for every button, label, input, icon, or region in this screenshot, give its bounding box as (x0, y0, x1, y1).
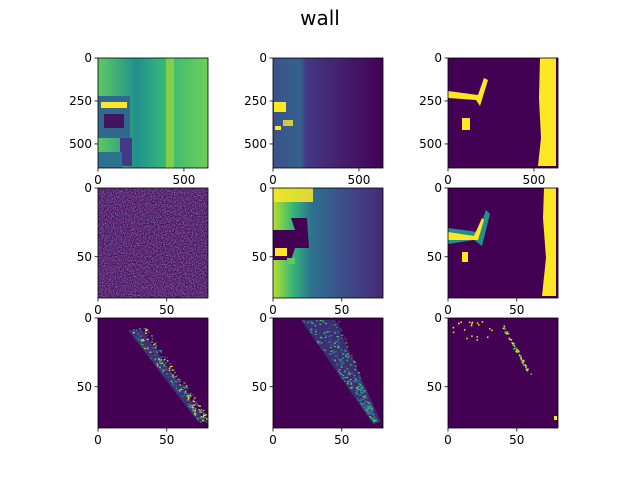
image-r2c2 (273, 188, 383, 298)
image-r3c1 (98, 318, 208, 428)
axes-frame-r1c2 (272, 57, 384, 169)
image-panel-r1c2: 0 500 0 250 500 (244, 51, 384, 187)
y-tick-label-r1c2-0: 0 (259, 51, 267, 65)
y-tick-label-r2c2-0: 0 (259, 181, 267, 195)
y-tick-label-r1c2-2: 500 (244, 137, 267, 151)
image-r1c2 (273, 58, 383, 168)
x-tick-label-r3c3-1: 50 (509, 433, 524, 447)
axes-frame-r1c3 (447, 57, 559, 169)
y-tick-label-r1c2-1: 250 (244, 94, 267, 108)
y-tick-label-r1c3-2: 500 (419, 137, 442, 151)
y-tick-label-r1c1-2: 500 (69, 137, 92, 151)
x-tick-label-r1c1-0: 0 (94, 173, 102, 187)
y-tick-label-r3c1-1: 50 (77, 380, 92, 394)
axes-frame-r2c2 (272, 187, 384, 299)
x-tick-label-r2c2-1: 50 (334, 303, 349, 317)
image-panel-r3c2: 0 50 0 50 (252, 311, 384, 447)
y-tick-label-r1c3-0: 0 (434, 51, 442, 65)
image-panel-r3c1: 0 50 0 50 (77, 311, 209, 447)
axes-frame-r3c1 (97, 317, 209, 429)
image-r2c3 (448, 188, 558, 298)
x-tick-label-r1c1-1: 500 (172, 173, 195, 187)
image-panel-r1c1: 0 500 0 250 500 (69, 51, 209, 187)
image-r1c3 (448, 58, 558, 168)
image-panel-r3c3: 0 50 0 50 (427, 311, 559, 447)
y-tick-label-r3c3-0: 0 (434, 311, 442, 325)
x-tick-label-r3c1-1: 50 (159, 433, 174, 447)
x-tick-label-r3c3-0: 0 (444, 433, 452, 447)
y-tick-label-r2c1-0: 0 (84, 181, 92, 195)
x-tick-label-r2c1-1: 50 (159, 303, 174, 317)
image-panel-r2c3: 0 50 0 50 (427, 181, 559, 317)
y-tick-label-r2c2-1: 50 (252, 250, 267, 264)
y-tick-label-r1c1-0: 0 (84, 51, 92, 65)
x-tick-label-r1c3-0: 0 (444, 173, 452, 187)
axes-frame-r3c3 (447, 317, 559, 429)
y-tick-label-r1c3-1: 250 (419, 94, 442, 108)
image-panel-r1c3: 0 500 0 250 500 (419, 51, 559, 187)
axes-frame-r1c1 (97, 57, 209, 169)
image-r3c2 (273, 318, 383, 428)
axes-frame-r2c3 (447, 187, 559, 299)
image-r2c1 (98, 188, 208, 298)
x-tick-label-r2c1-0: 0 (94, 303, 102, 317)
y-tick-label-r1c1-1: 250 (69, 94, 92, 108)
x-tick-label-r3c2-0: 0 (269, 433, 277, 447)
y-tick-label-r2c3-1: 50 (427, 250, 442, 264)
y-tick-label-r3c2-0: 0 (259, 311, 267, 325)
y-tick-label-r3c3-1: 50 (427, 380, 442, 394)
y-tick-label-r3c1-0: 0 (84, 311, 92, 325)
image-panel-r2c1: 0 50 0 50 (77, 181, 209, 317)
y-tick-label-r2c3-0: 0 (434, 181, 442, 195)
figure-suptitle: wall (300, 6, 340, 30)
image-panel-r2c2: 0 50 0 50 (252, 181, 384, 317)
x-tick-label-r2c3-1: 50 (509, 303, 524, 317)
x-tick-label-r2c3-0: 0 (444, 303, 452, 317)
x-tick-label-r1c2-1: 500 (347, 173, 370, 187)
image-r3c3 (448, 318, 558, 428)
x-tick-label-r3c2-1: 50 (334, 433, 349, 447)
x-tick-label-r3c1-0: 0 (94, 433, 102, 447)
axes-frame-r3c2 (272, 317, 384, 429)
x-tick-label-r2c2-0: 0 (269, 303, 277, 317)
image-r1c1 (98, 58, 208, 168)
axes-frame-r2c1 (97, 187, 209, 299)
y-tick-label-r3c2-1: 50 (252, 380, 267, 394)
y-tick-label-r2c1-1: 50 (77, 250, 92, 264)
x-tick-label-r1c3-1: 500 (522, 173, 545, 187)
x-tick-label-r1c2-0: 0 (269, 173, 277, 187)
